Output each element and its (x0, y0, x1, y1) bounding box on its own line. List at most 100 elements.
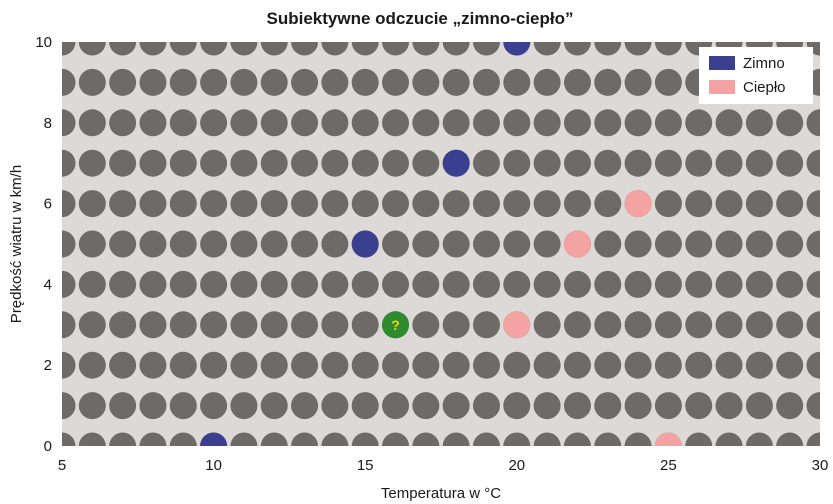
background-point (503, 392, 531, 420)
background-point (442, 392, 470, 420)
background-point (806, 149, 820, 177)
background-point (503, 149, 531, 177)
background-point (382, 68, 410, 96)
background-point (351, 190, 379, 218)
background-point (62, 230, 76, 258)
background-point (291, 230, 319, 258)
background-point (776, 230, 804, 258)
background-point (139, 392, 167, 420)
y-tick-label: 2 (44, 357, 52, 374)
background-point (321, 68, 349, 96)
background-point (230, 311, 258, 339)
background-point (594, 392, 622, 420)
background-point (230, 42, 258, 56)
background-point (351, 392, 379, 420)
background-point (382, 270, 410, 298)
background-point (594, 351, 622, 379)
x-tick-label: 30 (812, 457, 829, 474)
background-point (382, 230, 410, 258)
background-point (382, 351, 410, 379)
background-point (806, 230, 820, 258)
background-point (715, 311, 743, 339)
background-point (382, 432, 410, 446)
background-point (412, 432, 440, 446)
x-tick-label: 20 (508, 457, 525, 474)
axis-ticks: 5 10 15 20 25 30 0 2 4 6 8 10 (35, 34, 828, 474)
background-point (503, 190, 531, 218)
background-point (351, 432, 379, 446)
background-point (200, 351, 228, 379)
background-point (62, 351, 76, 379)
background-point (351, 351, 379, 379)
background-point (594, 109, 622, 137)
background-point (200, 270, 228, 298)
background-point (624, 109, 652, 137)
background-point (624, 392, 652, 420)
background-point (412, 190, 440, 218)
background-point (624, 270, 652, 298)
background-point (654, 190, 682, 218)
background-point (533, 351, 561, 379)
background-point (200, 190, 228, 218)
background-point (472, 190, 500, 218)
background-point (169, 190, 197, 218)
background-point (109, 351, 137, 379)
background-point (503, 432, 531, 446)
background-point (503, 109, 531, 137)
background-point (200, 311, 228, 339)
background-point (654, 392, 682, 420)
background-point (78, 68, 106, 96)
background-point (230, 149, 258, 177)
background-point (260, 190, 288, 218)
background-point (382, 190, 410, 218)
background-point (351, 311, 379, 339)
background-point (715, 190, 743, 218)
background-point (563, 270, 591, 298)
background-point (533, 190, 561, 218)
background-point (503, 270, 531, 298)
background-point (776, 311, 804, 339)
background-point (745, 190, 773, 218)
background-point (200, 392, 228, 420)
background-point (442, 42, 470, 56)
background-point (109, 230, 137, 258)
background-point (62, 432, 76, 446)
background-point (260, 109, 288, 137)
background-point (62, 109, 76, 137)
background-point (685, 392, 713, 420)
background-point (654, 109, 682, 137)
background-point (109, 149, 137, 177)
background-point (442, 230, 470, 258)
background-point (291, 392, 319, 420)
background-point (351, 68, 379, 96)
background-point (715, 351, 743, 379)
y-tick-label: 4 (44, 276, 52, 293)
background-point (472, 109, 500, 137)
background-point (624, 351, 652, 379)
background-point (230, 190, 258, 218)
background-point (533, 311, 561, 339)
background-point (139, 230, 167, 258)
background-point (533, 392, 561, 420)
background-point (806, 109, 820, 137)
background-point (533, 149, 561, 177)
background-point (62, 392, 76, 420)
point-ciep-o (503, 311, 531, 339)
background-point (442, 311, 470, 339)
background-point (230, 68, 258, 96)
background-point (594, 432, 622, 446)
background-point (745, 270, 773, 298)
legend-swatch-ciep-o (709, 80, 735, 94)
background-point (351, 149, 379, 177)
background-point (472, 432, 500, 446)
background-point (776, 190, 804, 218)
point-zimno (200, 432, 228, 446)
legend-label-ciep-o: Ciepło (743, 79, 786, 96)
x-axis-label: Temperatura w °C (381, 485, 501, 502)
background-point (78, 351, 106, 379)
background-point (563, 351, 591, 379)
background-point (78, 311, 106, 339)
background-point (200, 68, 228, 96)
background-point (109, 432, 137, 446)
background-point (654, 351, 682, 379)
